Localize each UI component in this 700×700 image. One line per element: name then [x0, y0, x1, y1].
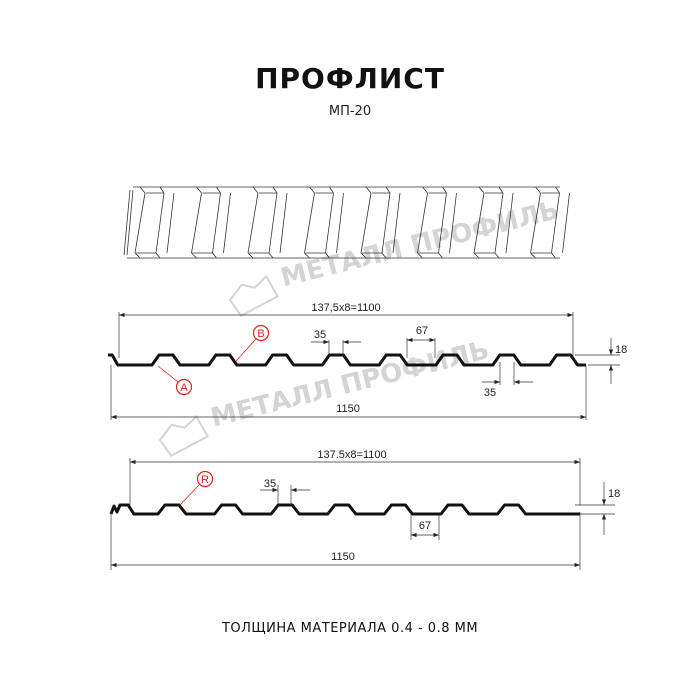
sheet-rib-line [309, 186, 315, 194]
profile-ab: 137,5x8=1100 1150 35 67 35 18 A B [108, 302, 627, 420]
sheet-rib-line [336, 192, 344, 254]
svg-text:B: B [257, 328, 264, 340]
sheet-rib-line [159, 186, 165, 194]
sheet-rib-line [551, 192, 560, 254]
callout-b: B [235, 324, 270, 362]
sheet-rib-line [555, 186, 560, 194]
sheet-rib-line [247, 192, 259, 254]
span-label-ab: 137,5x8=1100 [311, 302, 380, 314]
sheet-rib-line [535, 186, 541, 194]
sheet-rib-line [381, 192, 391, 254]
sheet-rib-line [216, 186, 221, 194]
sheet-rib-line [304, 192, 315, 254]
sheet-rib-line [494, 192, 504, 254]
watermark-text: МЕТАЛЛ ПРОФИЛЬ [278, 195, 562, 293]
sheet-rib-line [449, 192, 457, 254]
sheet-rib-line [473, 252, 480, 259]
profile-line-ab [108, 353, 586, 367]
sheet-rib-line [191, 192, 202, 254]
sheet-rib-line [478, 186, 485, 194]
pitch-label-ab: 67 [416, 325, 428, 337]
span-label-r: 137.5x8=1100 [317, 449, 386, 461]
watermark-text: МЕТАЛЛ ПРОФИЛЬ [208, 335, 492, 433]
sheet-rib-line [126, 189, 134, 256]
sheet-rib-line [134, 192, 146, 254]
sheet-rib-line [325, 252, 330, 259]
sheet-rib-line [360, 192, 372, 254]
sheet-rib-line [417, 252, 423, 259]
sheet-rib-line [551, 252, 556, 259]
sheet-rib-line [279, 192, 288, 254]
sheet-rib-line [438, 192, 447, 254]
sheet-rib-line [562, 192, 570, 254]
sheet-rib-line [212, 192, 221, 254]
sheet-rib-line [438, 252, 443, 259]
sheet-rib-line [196, 186, 202, 194]
sheet-rib-line [123, 189, 131, 256]
sheet-rib-line [223, 192, 231, 254]
sheet-rib-line [381, 252, 387, 259]
sheet-rib-line [329, 186, 334, 194]
sheet-rib-line [268, 192, 278, 254]
sheet-rib-line [505, 192, 514, 254]
sheet-rib-line [155, 192, 165, 254]
height-label-ab: 18 [615, 344, 627, 356]
sheet-rib-line [360, 252, 367, 259]
height-label-r: 18 [608, 488, 620, 500]
crest-width-label-ab: 35 [314, 329, 326, 341]
profile-r: 137.5x8=1100 1150 35 67 18 R [109, 449, 620, 570]
svg-text:A: A [180, 382, 188, 394]
callout-r: R [179, 470, 214, 506]
sheet-rib-line [365, 186, 372, 194]
total-label-r: 1150 [331, 551, 355, 563]
sheet-rib-line [134, 252, 141, 259]
sheet-rib-line [494, 252, 500, 259]
watermark-logo-1: МЕТАЛЛ ПРОФИЛЬ [228, 195, 562, 318]
sheet-rib-line [247, 252, 254, 259]
sheet-rib-line [212, 252, 217, 259]
sheet-rib-line [155, 252, 161, 259]
sheet-rib-line [530, 192, 541, 254]
trough-width-label-ab: 35 [484, 387, 496, 399]
sheet-rib-line [422, 186, 428, 194]
page-title: ПРОФЛИСТ [255, 62, 445, 95]
sheet-rib-line [139, 186, 146, 194]
total-label-ab: 1150 [336, 403, 360, 415]
sheet-rib-line [385, 186, 391, 194]
sheet-rib-line [530, 252, 536, 259]
sheet-rib-line [268, 252, 274, 259]
model-subtitle: МП-20 [328, 104, 372, 119]
sheet-rib-line [417, 192, 428, 254]
sheet-rib-line [304, 252, 310, 259]
material-thickness-note: ТОЛЩИНА МАТЕРИАЛА 0.4 - 0.8 ММ [221, 621, 479, 636]
callout-a: A [157, 365, 193, 396]
crest-width-label-r: 35 [264, 478, 276, 490]
sheet-rib-line [325, 192, 334, 254]
sheet-rib-line [442, 186, 447, 194]
svg-text:R: R [201, 474, 209, 486]
sheet-rib-line [392, 192, 401, 254]
sheet-rib-line [272, 186, 278, 194]
sheet-rib-line [166, 192, 175, 254]
sheet-rib-line [191, 252, 197, 259]
pitch-label-r: 67 [419, 520, 431, 532]
sheet-rib-line [473, 192, 485, 254]
sheet-3d-view [123, 186, 570, 259]
profile-line-r [109, 503, 580, 516]
sheet-rib-line [498, 186, 504, 194]
sheet-rib-line [252, 186, 259, 194]
